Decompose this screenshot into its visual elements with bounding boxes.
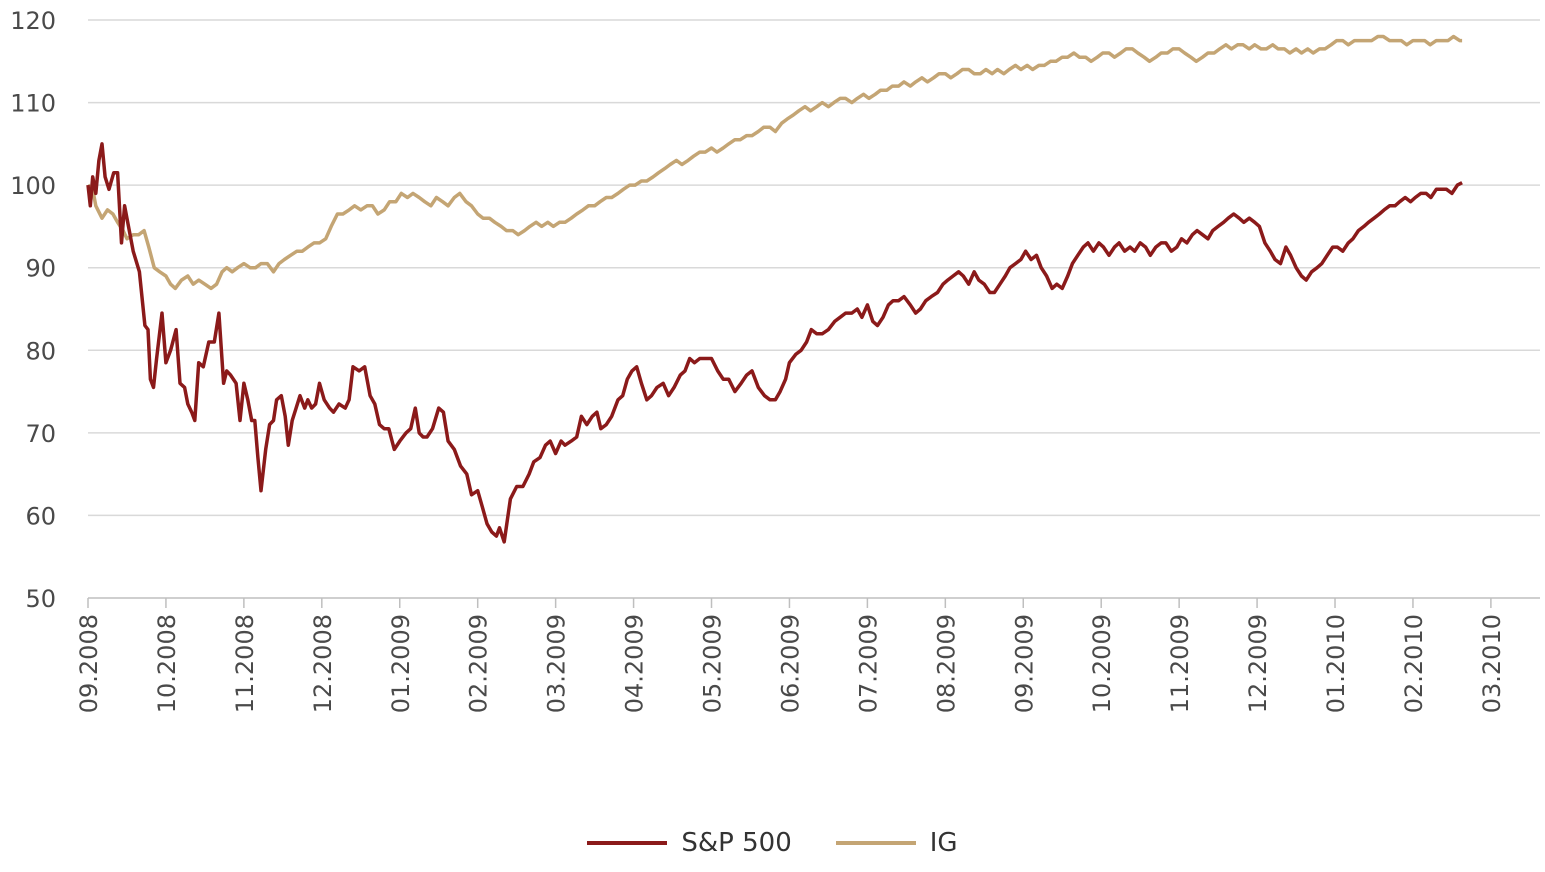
x-tick-label: 12.2009 [1244,614,1272,713]
x-tick-label: 10.2009 [1088,614,1116,713]
legend-swatch-sp500 [587,841,668,845]
x-tick-label: 01.2010 [1322,614,1350,713]
x-tick-label: 01.2009 [387,614,415,713]
x-tick-label: 07.2009 [854,614,882,713]
legend-label-sp500: S&P 500 [681,828,792,858]
y-tick-label: 90 [25,255,56,283]
y-tick-label: 120 [10,7,56,35]
x-tick-label: 12.2008 [309,614,337,713]
series-lines [86,34,1463,544]
legend-label-ig: IG [929,828,958,858]
legend-item-ig: IG [835,828,958,858]
line-chart: 50 60 70 80 90 100 110 120 09.2008 10.2008 11.2008… [10,7,1540,713]
legend-item-sp500: S&P 500 [587,828,792,858]
y-tick-label: 50 [25,585,56,613]
axes: 50 60 70 80 90 100 110 120 09.2008 10.2008 11.2008… [10,7,1540,713]
x-tick-label: 09.2008 [75,614,103,713]
x-tick-label: 06.2009 [776,614,804,713]
x-tick-label: 04.2009 [621,614,649,713]
legend: S&P 500 IG [0,828,1545,858]
legend-swatch-ig [835,841,916,845]
x-tick-label: 08.2009 [932,614,960,713]
x-tick-label: 10.2008 [153,614,181,713]
x-tick-label: 11.2009 [1166,614,1194,713]
x-tick-label: 02.2009 [465,614,493,713]
x-tick-label: 02.2010 [1400,614,1428,713]
y-tick-label: 110 [10,90,56,118]
y-tick-label: 70 [25,420,56,448]
y-tick-label: 100 [10,172,56,200]
series-line-ig [86,34,1463,291]
gridlines [88,19,1540,517]
x-tick-label: 03.2010 [1478,614,1506,713]
x-tick-label: 05.2009 [699,614,727,713]
y-tick-label: 60 [25,502,56,530]
x-tick-label: 03.2009 [543,614,571,713]
x-tick-label: 11.2008 [231,614,259,713]
series-line-sp500 [86,142,1463,544]
y-tick-label: 80 [25,337,56,365]
x-tick-label: 09.2009 [1010,614,1038,713]
